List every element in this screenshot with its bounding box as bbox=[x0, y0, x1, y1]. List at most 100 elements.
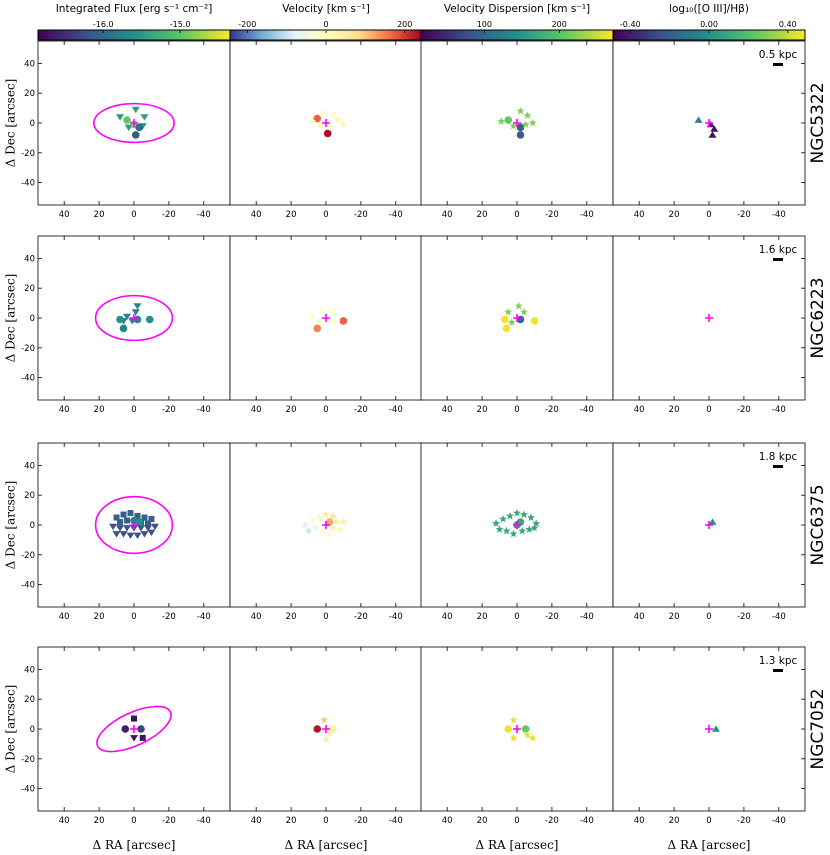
x-tick-label: 40 bbox=[634, 210, 645, 220]
velocity-point bbox=[327, 123, 336, 131]
colorbar-gradient bbox=[37, 29, 231, 41]
y-axis-title: Δ Dec [arcsec] bbox=[4, 685, 18, 774]
panel-flux: 40 20 0 -20 -40 40 20 0 -20 -40 bbox=[21, 646, 231, 826]
velocity-point bbox=[316, 121, 325, 130]
velocity-point bbox=[328, 523, 337, 532]
x-tick-label: -20 bbox=[737, 816, 751, 826]
x-tick-label: -20 bbox=[545, 405, 559, 415]
x-tick-label: 40 bbox=[59, 405, 70, 415]
x-tick-label: 40 bbox=[59, 210, 70, 220]
panel-flux: 40 20 0 -20 -40 40 20 0 -20 -40 bbox=[21, 235, 231, 415]
colorbar-3: Velocity Dispersion [km s⁻¹] 100 200 bbox=[420, 3, 614, 41]
x-tick-label: 0 bbox=[514, 612, 519, 622]
x-tick-label: 40 bbox=[59, 612, 70, 622]
flux-point bbox=[135, 518, 144, 526]
y-tick-label: -20 bbox=[21, 149, 35, 159]
x-tick-label: -40 bbox=[772, 210, 786, 220]
dispersion-point bbox=[509, 529, 518, 538]
x-tick-label: -40 bbox=[197, 612, 211, 622]
x-tick-label: 20 bbox=[94, 816, 105, 826]
x-tick-label: 0 bbox=[706, 612, 711, 622]
ratio-point bbox=[708, 518, 717, 525]
ratio-point bbox=[711, 725, 720, 732]
scale-bar-label: 1.6 kpc bbox=[759, 244, 798, 256]
x-tick-label: 20 bbox=[669, 210, 680, 220]
x-tick-label: -40 bbox=[580, 210, 594, 220]
galaxy-name: NGC6223 bbox=[808, 277, 828, 358]
dispersion-point bbox=[525, 525, 534, 533]
y-tick-label: -20 bbox=[21, 344, 35, 354]
y-axis-title: Δ Dec [arcsec] bbox=[4, 79, 18, 168]
galaxy-row-NGC7052: 40 20 0 -20 -40 40 20 0 -20 -40 40 20 0 -20 -40 40 20 0 -2… bbox=[21, 646, 806, 826]
velocity-point bbox=[320, 715, 329, 724]
x-tick-label: 20 bbox=[286, 816, 297, 826]
flux-point bbox=[131, 106, 140, 114]
dispersion-point bbox=[492, 519, 501, 527]
y-tick-label: 0 bbox=[30, 725, 35, 735]
x-tick-label: 0 bbox=[514, 816, 519, 826]
panel-flux: 40 20 0 -20 -40 40 20 0 -20 -40 bbox=[21, 40, 231, 220]
galaxy-row-NGC6375: 40 20 0 -20 -40 40 20 0 -20 -40 40 20 0 -20 -40 40 20 0 -2… bbox=[21, 442, 806, 622]
dispersion-point bbox=[521, 725, 530, 733]
flux-point bbox=[119, 531, 128, 538]
galaxy-row-NGC5322: 40 20 0 -20 -40 40 20 0 -20 -40 40 20 0 -20 -40 40 20 0 -2… bbox=[21, 40, 806, 220]
panel-ratio: 40 20 0 -20 -40 1.3 kpc bbox=[612, 646, 806, 826]
flux-point bbox=[140, 114, 149, 121]
x-tick-label: 20 bbox=[94, 612, 105, 622]
velocity-point bbox=[318, 526, 327, 535]
flux-point bbox=[119, 324, 128, 333]
y-tick-label: 20 bbox=[24, 89, 35, 99]
dispersion-point bbox=[506, 511, 515, 520]
x-tick-label: -20 bbox=[162, 612, 176, 622]
velocity-point bbox=[318, 108, 327, 116]
dispersion-point bbox=[509, 715, 518, 724]
x-tick-label: -40 bbox=[197, 210, 211, 220]
y-tick-label: 40 bbox=[24, 461, 35, 471]
x-axis-title: Δ RA [arcsec] bbox=[285, 838, 368, 852]
x-tick-label: 0 bbox=[514, 210, 519, 220]
x-tick-label: 40 bbox=[251, 210, 262, 220]
dispersion-point bbox=[523, 730, 532, 739]
aperture-ellipse bbox=[96, 705, 172, 753]
panel-ratio: 40 20 0 -20 -40 0.5 kpc bbox=[612, 40, 806, 220]
x-tick-label: 0 bbox=[514, 405, 519, 415]
flux-point bbox=[124, 517, 131, 524]
x-tick-label: 0 bbox=[323, 612, 328, 622]
flux-point bbox=[131, 715, 137, 722]
velocity-point bbox=[313, 324, 322, 333]
x-tick-label: 20 bbox=[669, 816, 680, 826]
flux-point bbox=[116, 114, 125, 121]
y-tick-label: 0 bbox=[30, 119, 35, 129]
center-marker bbox=[322, 725, 330, 733]
flux-point bbox=[144, 520, 151, 527]
flux-point bbox=[109, 523, 118, 531]
panel-velocity: 40 20 0 -20 -40 bbox=[229, 235, 423, 415]
dispersion-point bbox=[528, 733, 537, 742]
flux-point bbox=[137, 725, 145, 733]
dispersion-point bbox=[528, 118, 537, 127]
velocity-point bbox=[328, 307, 337, 316]
galaxy-name-labels: NGC5322 NGC6223 NGC6375 NGC7052 bbox=[808, 82, 828, 769]
velocity-point bbox=[308, 516, 317, 524]
flux-point bbox=[126, 532, 135, 540]
galaxy-name: NGC6375 bbox=[808, 484, 828, 565]
scale-bar-label: 0.5 kpc bbox=[759, 49, 798, 61]
x-tick-label: -40 bbox=[197, 816, 211, 826]
flux-point bbox=[140, 531, 149, 538]
x-tick-label: 20 bbox=[477, 210, 488, 220]
y-tick-label: 20 bbox=[24, 491, 35, 501]
x-tick-label: -20 bbox=[354, 612, 368, 622]
velocity-point bbox=[339, 120, 348, 128]
x-tick-label: 40 bbox=[251, 405, 262, 415]
x-tick-label: -40 bbox=[389, 405, 403, 415]
dispersion-point bbox=[513, 508, 521, 517]
colorbar-label: Velocity Dispersion [km s⁻¹] bbox=[444, 3, 590, 15]
flux-point bbox=[123, 525, 132, 532]
velocity-point bbox=[315, 513, 324, 521]
x-tick-label: -20 bbox=[737, 210, 751, 220]
x-tick-label: -40 bbox=[580, 612, 594, 622]
x-tick-label: -20 bbox=[354, 210, 368, 220]
x-tick-label: -20 bbox=[354, 816, 368, 826]
scale-bar-label: 1.8 kpc bbox=[759, 451, 798, 463]
galaxy-row-NGC6223: 40 20 0 -20 -40 40 20 0 -20 -40 40 20 0 -20 -40 40 20 0 -2… bbox=[21, 235, 806, 415]
